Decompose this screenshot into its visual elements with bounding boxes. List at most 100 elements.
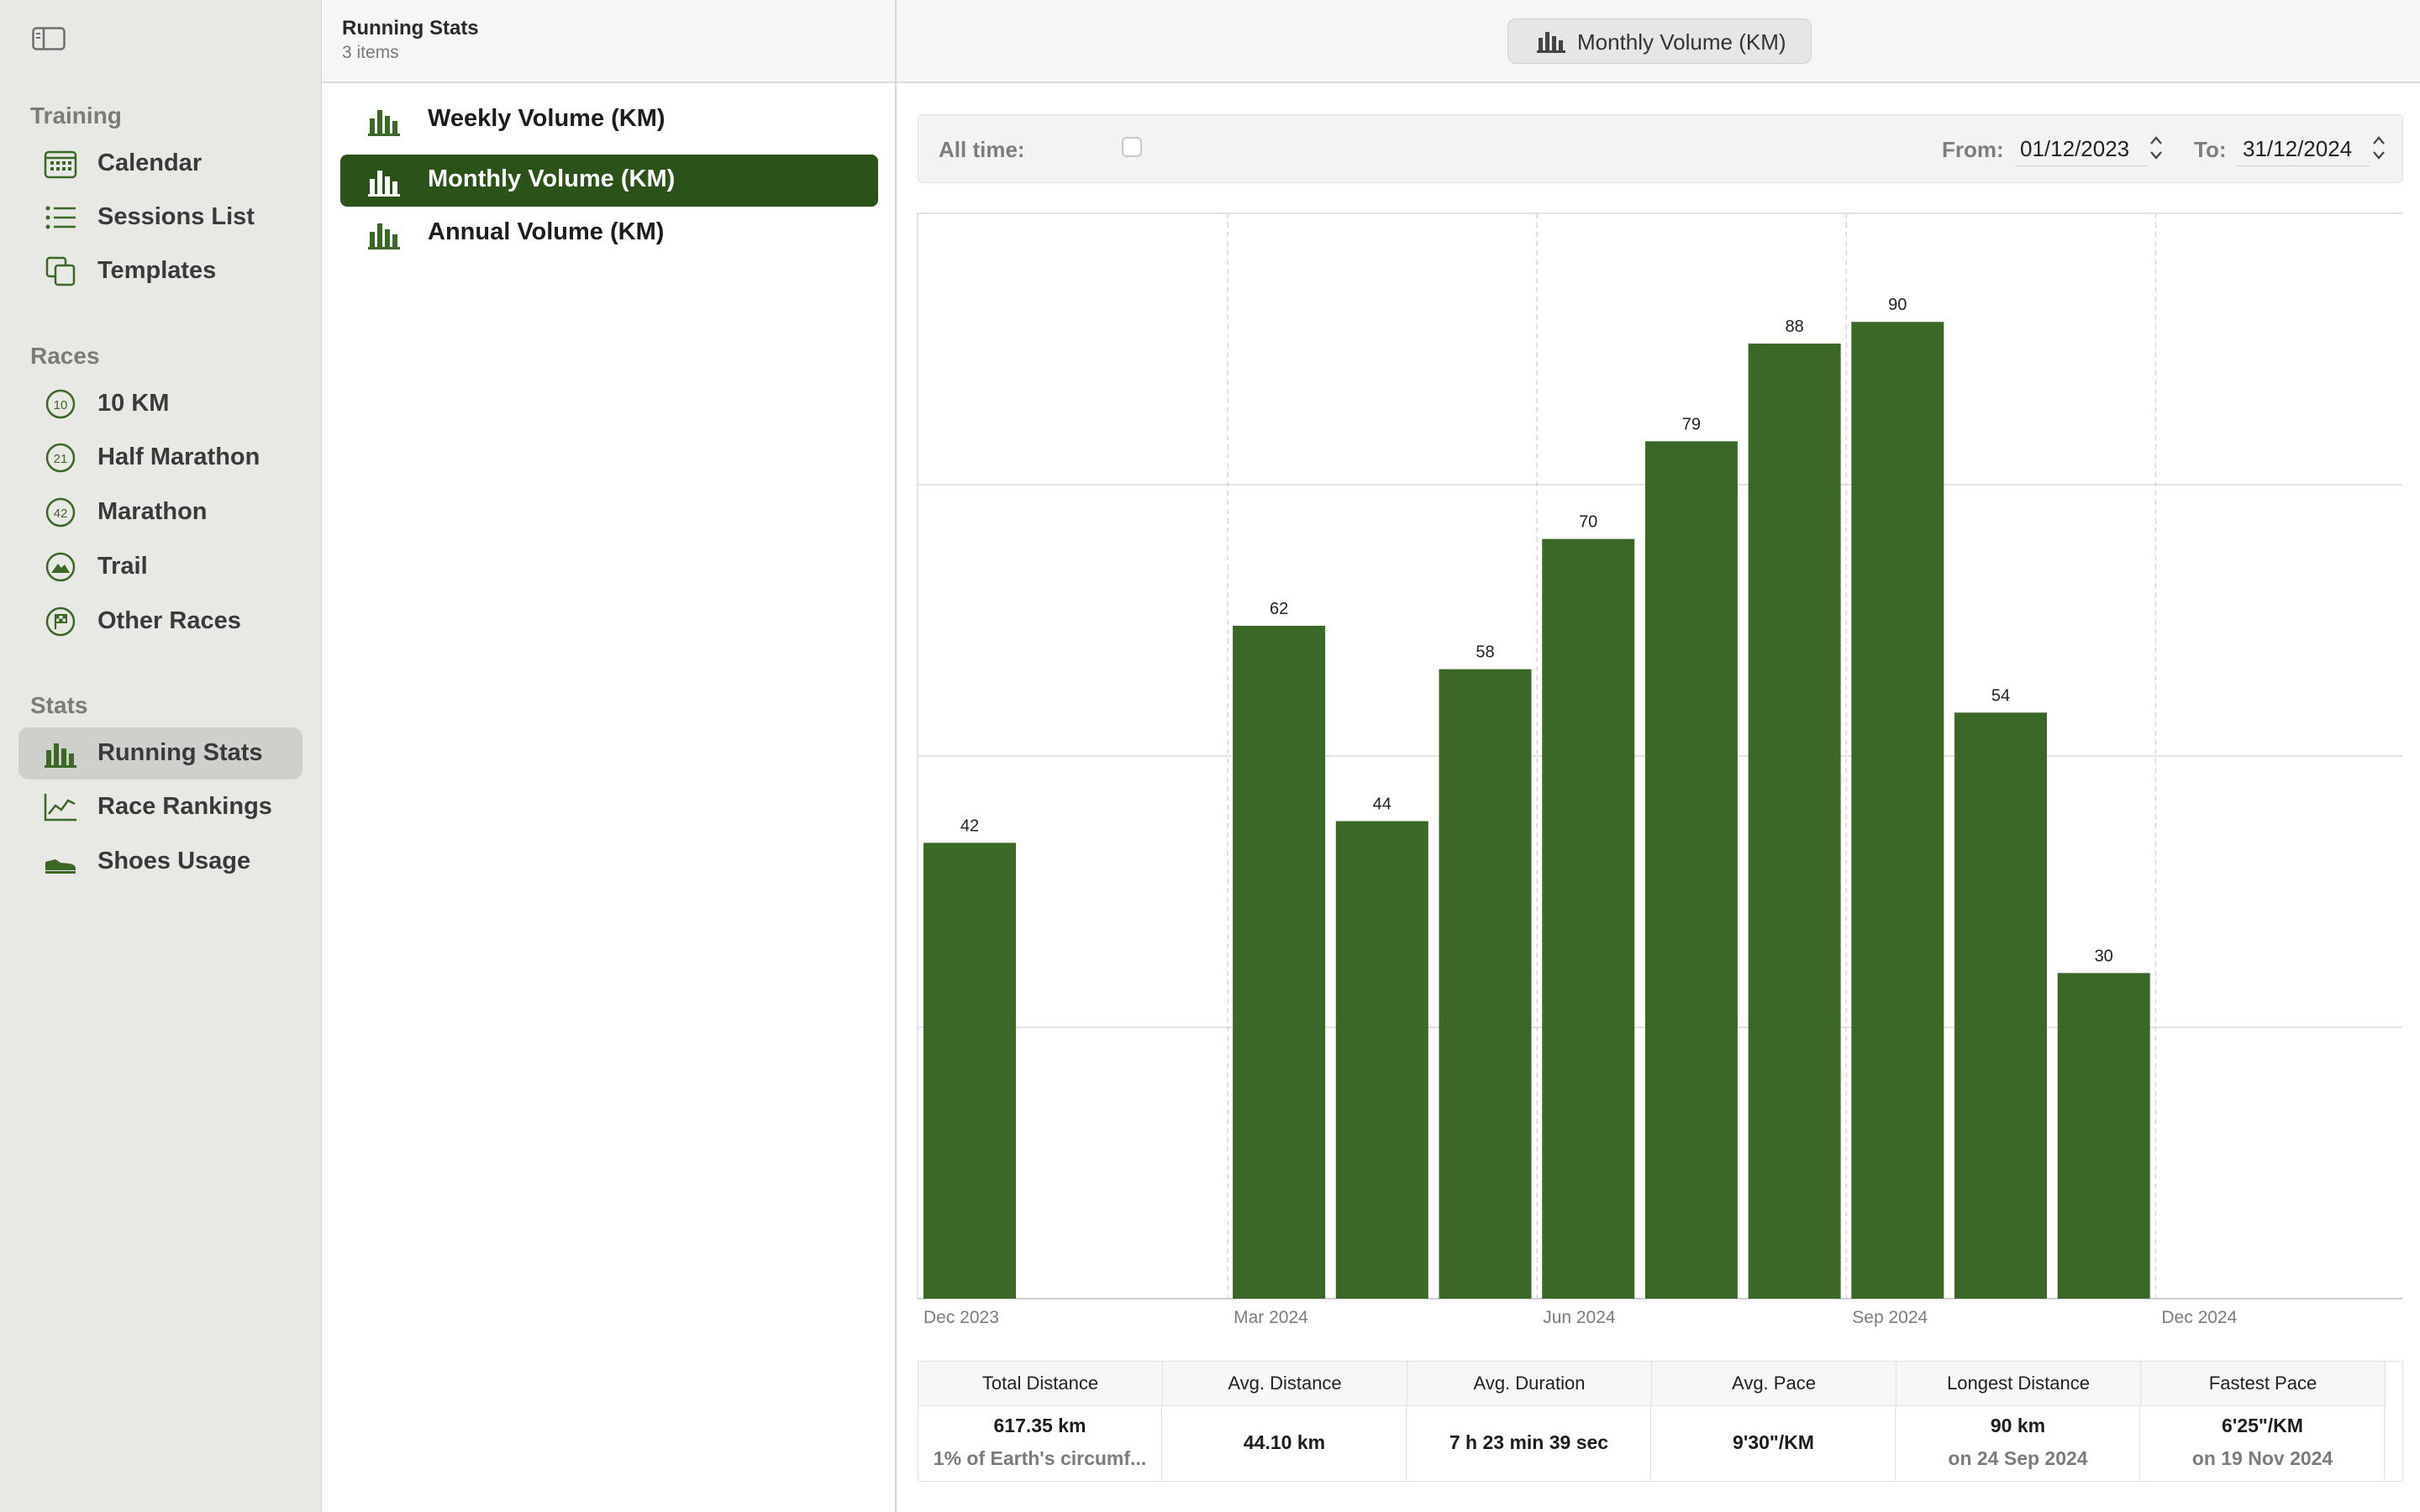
shoe-icon — [45, 859, 76, 874]
stats-list-pane: Running Stats 3 items Weekly Volume (KM)… — [322, 0, 897, 1512]
stats-subvalue: on 24 Sep 2024 — [1948, 1447, 2088, 1469]
bar-dec-2023[interactable] — [923, 843, 1016, 1299]
sidebar-toggle-icon[interactable] — [32, 27, 66, 50]
sidebar: Training Calendar Sessions List Template… — [0, 0, 322, 1512]
list-title: Running Stats — [342, 17, 479, 39]
bar-apr-2024[interactable] — [1335, 821, 1428, 1299]
chart-detail-pane: Monthly Volume (KM) All time: From: To: … — [897, 0, 2420, 1512]
bar-data-label: 54 — [1991, 686, 2010, 705]
bar-data-label: 58 — [1476, 643, 1494, 662]
bar-data-label: 44 — [1373, 795, 1392, 814]
sidebar-item-race-rankings[interactable]: Race Rankings — [18, 781, 302, 833]
stats-cell-total-distance: 617.35 km 1% of Earth's circumf... — [918, 1406, 1162, 1480]
bar-mar-2024[interactable] — [1233, 625, 1326, 1299]
sidebar-item-sessions-list[interactable]: Sessions List — [18, 192, 302, 244]
stats-header-fastest-pace: Fastest Pace — [2141, 1362, 2386, 1406]
sidebar-item-shoes-usage[interactable]: Shoes Usage — [18, 836, 302, 888]
bar-sep-2024[interactable] — [1851, 322, 1944, 1299]
bar-data-label: 79 — [1682, 415, 1701, 433]
svg-text:42: 42 — [54, 507, 68, 521]
stats-cell-avg-pace: 9'30"/KM — [1652, 1406, 1896, 1480]
list-item-weekly-volume[interactable]: Weekly Volume (KM) — [340, 94, 878, 146]
from-label: From: — [1942, 137, 2004, 162]
x-tick-label: Dec 2024 — [2161, 1308, 2237, 1327]
list-icon — [45, 206, 76, 229]
list-item-count: 3 items — [342, 43, 399, 62]
from-date-stepper-icon[interactable] — [2147, 130, 2165, 165]
stats-value: 6'25"/KM — [2222, 1415, 2303, 1436]
x-tick-label: Jun 2024 — [1543, 1308, 1616, 1327]
stats-subvalue: 1% of Earth's circumf... — [933, 1447, 1147, 1469]
bar-data-label: 42 — [960, 816, 979, 835]
stats-cell-avg-duration: 7 h 23 min 39 sec — [1407, 1406, 1651, 1480]
from-date-field[interactable] — [2015, 132, 2147, 166]
badge-42-icon: 42 — [45, 497, 76, 528]
x-tick-label: Mar 2024 — [1234, 1308, 1308, 1327]
list-item-label: Weekly Volume (KM) — [428, 105, 666, 132]
section-training: Training — [30, 102, 122, 129]
bar-chart-icon — [1537, 32, 1565, 53]
section-races: Races — [30, 343, 100, 369]
svg-text:21: 21 — [54, 452, 68, 466]
stats-value: 617.35 km — [993, 1415, 1086, 1436]
bar-may-2024[interactable] — [1439, 669, 1532, 1299]
sidebar-item-label: Templates — [97, 257, 217, 284]
section-stats: Stats — [30, 692, 88, 718]
bar-nov-2024[interactable] — [2057, 973, 2150, 1299]
templates-icon — [45, 256, 76, 286]
bar-chart-icon — [368, 110, 400, 136]
stats-value: 90 km — [1990, 1415, 2046, 1436]
flag-icon — [45, 606, 76, 637]
sidebar-item-label: Other Races — [97, 607, 241, 634]
stats-header-avg-distance: Avg. Distance — [1163, 1362, 1407, 1406]
chart-title-button[interactable]: Monthly Volume (KM) — [1507, 18, 1812, 64]
to-label: To: — [2194, 137, 2227, 162]
list-header: Running Stats 3 items — [322, 0, 895, 83]
to-date-field[interactable] — [2238, 132, 2370, 166]
date-filter-bar: All time: From: To: — [918, 114, 2403, 183]
sidebar-item-other-races[interactable]: Other Races — [18, 596, 302, 648]
bar-oct-2024[interactable] — [1954, 712, 2047, 1299]
toolbar: Monthly Volume (KM) — [897, 0, 2420, 83]
sidebar-item-10km[interactable]: 10 10 KM — [18, 378, 302, 430]
sidebar-item-running-stats[interactable]: Running Stats — [18, 727, 302, 780]
bar-data-label: 90 — [1888, 296, 1907, 314]
sidebar-item-templates[interactable]: Templates — [18, 245, 302, 297]
list-item-label: Annual Volume (KM) — [428, 218, 665, 245]
list-item-monthly-volume[interactable]: Monthly Volume (KM) — [340, 155, 878, 207]
bar-data-label: 30 — [2095, 947, 2113, 965]
sidebar-item-label: Marathon — [97, 498, 208, 525]
all-time-checkbox[interactable] — [1122, 137, 1142, 157]
badge-10-icon: 10 — [45, 389, 76, 419]
sidebar-item-label: 10 KM — [97, 390, 170, 417]
bar-chart-icon — [368, 171, 400, 197]
bar-aug-2024[interactable] — [1748, 344, 1841, 1299]
sidebar-item-label: Trail — [97, 553, 148, 580]
chart-title-label: Monthly Volume (KM) — [1577, 29, 1786, 55]
stats-value: 7 h 23 min 39 sec — [1449, 1431, 1609, 1453]
sidebar-item-calendar[interactable]: Calendar — [18, 138, 302, 190]
x-tick-label: Dec 2023 — [923, 1308, 999, 1327]
calendar-icon — [44, 150, 77, 179]
badge-21-icon: 21 — [45, 443, 76, 473]
x-tick-label: Sep 2024 — [1852, 1308, 1928, 1327]
to-date-stepper-icon[interactable] — [2370, 130, 2388, 165]
list-item-annual-volume[interactable]: Annual Volume (KM) — [340, 207, 878, 260]
stats-summary-table: Total Distance 617.35 km 1% of Earth's cir… — [918, 1361, 2403, 1482]
stats-subvalue: on 19 Nov 2024 — [2191, 1447, 2333, 1469]
sidebar-item-trail[interactable]: Trail — [18, 541, 302, 593]
stats-cell-avg-distance: 44.10 km — [1163, 1406, 1407, 1480]
stats-header-avg-duration: Avg. Duration — [1407, 1362, 1652, 1406]
bar-chart-icon — [368, 223, 400, 249]
bar-data-label: 62 — [1270, 600, 1288, 618]
line-chart-icon — [44, 794, 76, 822]
sidebar-item-marathon[interactable]: 42 Marathon — [18, 486, 302, 538]
bar-data-label: 88 — [1785, 318, 1803, 336]
bar-jun-2024[interactable] — [1542, 538, 1635, 1299]
bar-chart-icon — [45, 743, 76, 768]
sidebar-item-label: Sessions List — [97, 203, 255, 230]
bar-data-label: 70 — [1579, 513, 1597, 532]
sidebar-item-half-marathon[interactable]: 21 Half Marathon — [18, 432, 302, 484]
bar-jul-2024[interactable] — [1644, 441, 1738, 1299]
